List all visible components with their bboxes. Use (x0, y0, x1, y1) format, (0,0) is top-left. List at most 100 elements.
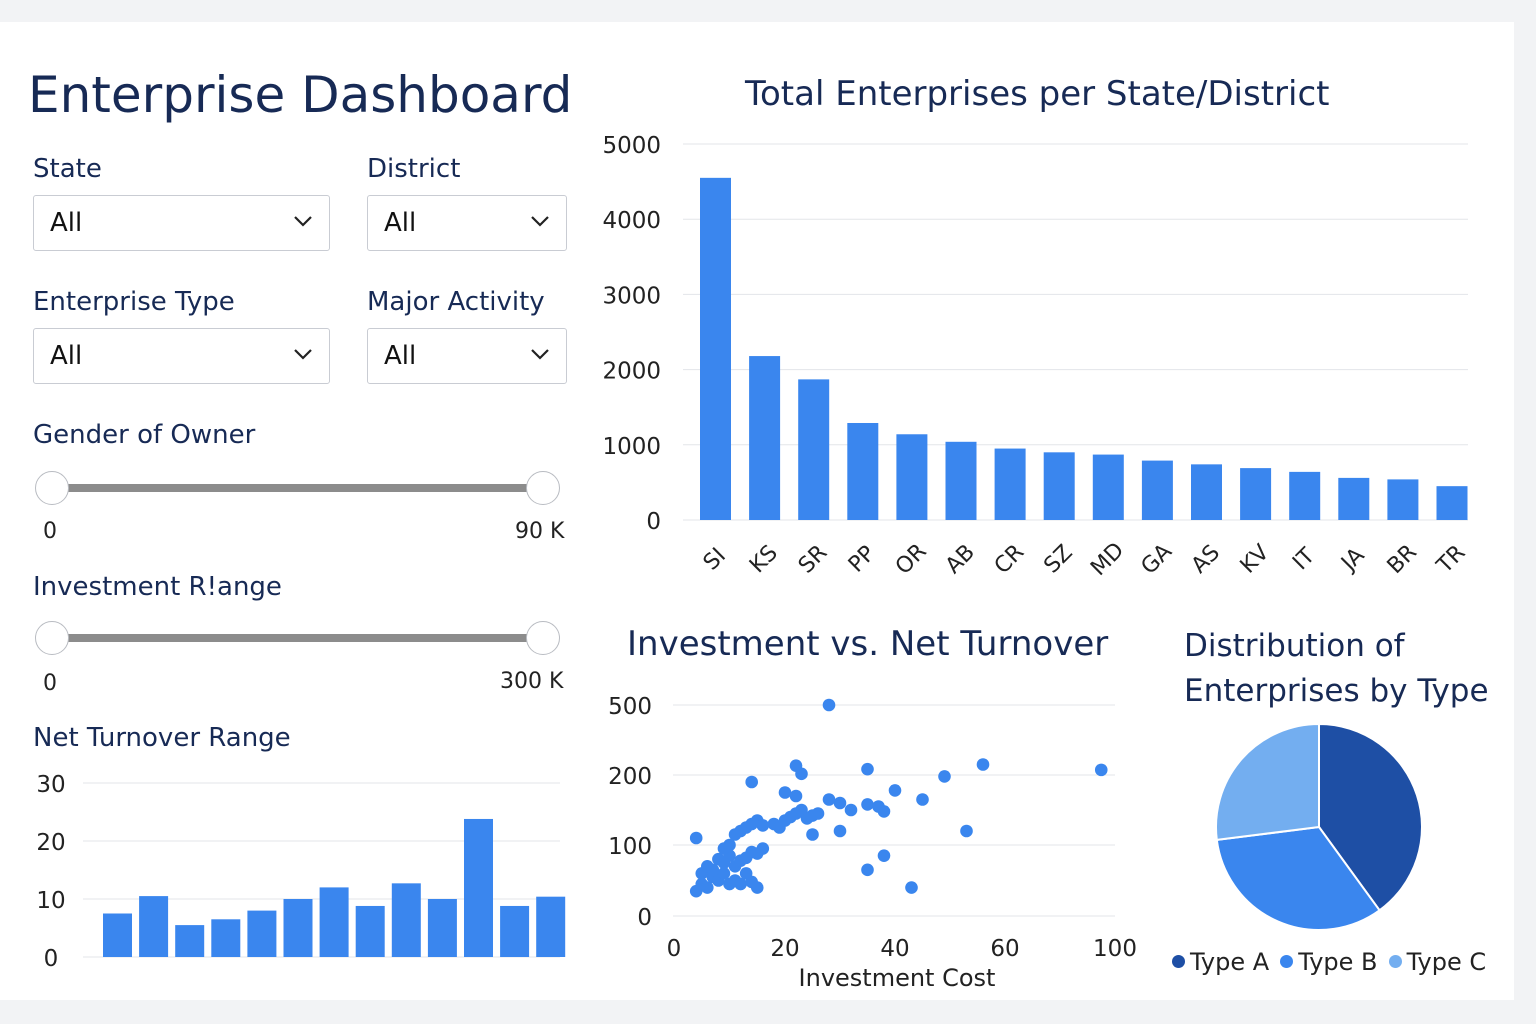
legend-swatch (1388, 955, 1402, 968)
scatter-point (861, 762, 874, 776)
net-turnover-label: Net Turnover Range (33, 723, 291, 753)
bar (1436, 486, 1468, 520)
y-tick-label: 500 (608, 694, 652, 720)
legend-item-type-c: Type C (1388, 948, 1486, 976)
scatter-point (701, 881, 714, 894)
x-tick-label: AS (1187, 540, 1225, 578)
investment-slider-max-handle[interactable] (526, 621, 560, 655)
district-filter-label: District (367, 154, 461, 184)
x-tick-label: BR (1383, 540, 1422, 579)
x-tick-label: SI (699, 543, 731, 575)
chevron-down-icon (531, 216, 549, 227)
histogram-bar (139, 896, 169, 957)
enterprise-type-dropdown[interactable]: All (33, 328, 330, 384)
investment-slider-label: Investment R!ange (33, 572, 282, 602)
histogram-bar (391, 883, 421, 957)
bar (1141, 460, 1173, 520)
page-title: Enterprise Dashboard (28, 66, 573, 124)
x-tick-label: GA (1137, 539, 1177, 579)
x-tick-label: OR (891, 539, 932, 580)
investment-slider-track[interactable] (52, 634, 542, 642)
y-tick-label: 4000 (602, 208, 661, 234)
x-tick-label: 20 (770, 936, 799, 962)
legend-item-type-a: Type A (1172, 948, 1269, 976)
gender-slider-min-handle[interactable] (35, 471, 69, 505)
net-turnover-histogram: 0 10 20 30 (36, 772, 566, 972)
scatter-point (861, 798, 874, 811)
major-activity-dropdown[interactable]: All (367, 328, 567, 384)
scatter-point (789, 759, 803, 772)
legend-label: Type B (1298, 948, 1378, 976)
scatter-point (822, 793, 836, 806)
histogram-bar (536, 896, 566, 957)
x-tick-label: IT (1288, 543, 1320, 575)
y-tick-label: 1000 (602, 434, 661, 460)
district-dropdown[interactable]: All (367, 195, 567, 251)
chevron-down-icon (294, 349, 312, 360)
scatter-point (717, 867, 731, 880)
scatter-title: Investment vs. Net Turnover (627, 624, 1109, 664)
scatter-point (833, 796, 847, 810)
y-tick-label: 0 (637, 905, 652, 931)
bar (1240, 468, 1272, 520)
bar (994, 448, 1026, 520)
scatter-point (905, 881, 918, 894)
y-tick-label: 5000 (602, 133, 661, 159)
histogram-bar (464, 818, 493, 957)
bar-chart-title: Total Enterprises per State/District (745, 74, 1330, 114)
major-activity-dropdown-value: All (384, 341, 417, 371)
gender-slider-label: Gender of Owner (33, 420, 256, 450)
scatter-point (822, 698, 836, 712)
x-axis-label: Investment Cost (799, 964, 996, 992)
gender-slider-track[interactable] (52, 484, 542, 492)
scatter-point (888, 784, 902, 797)
scatter-point (833, 824, 847, 838)
x-tick-label: KV (1236, 540, 1275, 579)
bar (700, 177, 731, 520)
histogram-bar (247, 910, 277, 957)
investment-slider-min-label: 0 (43, 671, 57, 696)
scatter-point (756, 842, 770, 855)
scatter-point (938, 770, 951, 783)
legend-label: Type A (1190, 948, 1270, 976)
state-dropdown[interactable]: All (33, 195, 330, 251)
x-tick-label: SR (794, 540, 832, 578)
investment-slider-min-handle[interactable] (35, 621, 69, 655)
bar (847, 422, 879, 520)
bar (1289, 471, 1321, 520)
x-tick-label: PP (844, 541, 880, 577)
x-tick-label: TR (1432, 540, 1471, 579)
scatter-point (844, 803, 858, 817)
state-filter-label: State (33, 154, 102, 184)
histogram-bar (211, 919, 241, 957)
scatter-point (750, 881, 764, 894)
pie-slice (1215, 722, 1320, 842)
investment-slider-max-label: 300 K (500, 669, 564, 694)
district-dropdown-value: All (384, 208, 417, 238)
bar (1387, 479, 1419, 520)
x-tick-label: KS (745, 541, 783, 579)
histogram-bar (427, 899, 457, 957)
y-tick-label: 100 (608, 834, 652, 860)
chevron-down-icon (294, 216, 312, 227)
scatter-point (723, 838, 736, 852)
enterprise-type-filter-label: Enterprise Type (33, 287, 235, 317)
legend-item-type-b: Type B (1280, 948, 1377, 976)
scatter-point (976, 758, 990, 771)
x-tick-label: SZ (1039, 540, 1077, 578)
bar (896, 434, 928, 520)
x-tick-label: MD (1086, 538, 1129, 581)
x-tick-label: AB (941, 540, 980, 579)
bar (749, 356, 781, 520)
x-tick-label: 100 (1093, 936, 1137, 962)
gender-slider-max-label: 90 K (515, 519, 565, 544)
y-tick-label: 200 (608, 764, 652, 790)
gender-slider-min-label: 0 (43, 519, 57, 544)
x-tick-label: 60 (990, 936, 1019, 962)
gender-slider-max-handle[interactable] (526, 471, 560, 505)
bar (1191, 464, 1222, 520)
scatter-point (756, 819, 770, 832)
y-tick-label: 2000 (602, 359, 661, 385)
histogram-bar (319, 887, 349, 957)
scatter-point (806, 828, 819, 841)
